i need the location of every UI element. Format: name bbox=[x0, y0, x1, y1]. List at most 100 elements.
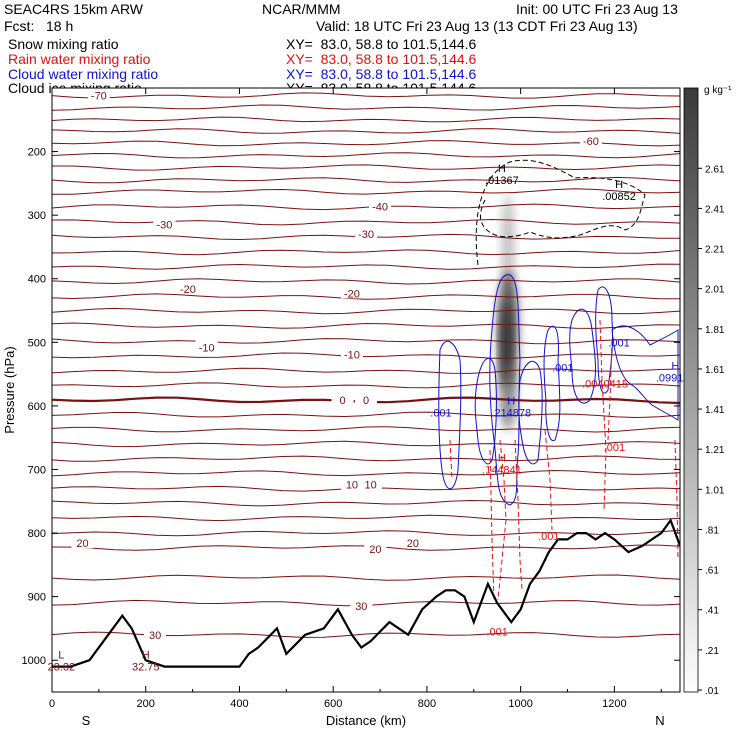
x-tick-label: 600 bbox=[324, 698, 342, 710]
legend-snow-xy: XY= 83.0, 58.8 to 101.5,144.6 bbox=[286, 36, 477, 52]
cloud-water-label-value: .214878 bbox=[491, 407, 531, 419]
temperature-line bbox=[52, 455, 680, 462]
contour-labels: -70 -60 -40 -30 -30 -20 -20 -10 -10 0 0 10 10 20 20 20 3… bbox=[48, 88, 695, 674]
temperature-label: -30 bbox=[157, 220, 173, 232]
colorbar-tick-label: .21 bbox=[705, 646, 719, 657]
x-tick-label: 400 bbox=[230, 698, 248, 710]
temperature-line bbox=[52, 382, 680, 389]
temperature-line bbox=[52, 514, 680, 522]
temperature-label-bg bbox=[87, 88, 110, 101]
terrain-profile bbox=[52, 517, 680, 668]
colorbar: g kg⁻¹ bbox=[683, 85, 732, 693]
temperature-line bbox=[52, 352, 680, 359]
temperature-label-bg bbox=[71, 536, 94, 549]
rain-label-value: .144841 bbox=[482, 464, 522, 476]
cloud-water-label-marker: H bbox=[671, 360, 679, 372]
temperature-line bbox=[52, 188, 680, 195]
colorbar-tick-label: .41 bbox=[705, 606, 719, 617]
temperature-label-bg bbox=[340, 477, 363, 490]
surface-extremum-value: 23.32 bbox=[48, 662, 76, 674]
temperature-label-bg bbox=[364, 541, 387, 554]
x-tick-label: 800 bbox=[418, 698, 436, 710]
y-tick-label: 400 bbox=[28, 274, 46, 286]
temperature-label-bg bbox=[579, 133, 602, 146]
temperature-label-bg bbox=[355, 227, 377, 240]
colorbar-tick-label: .61 bbox=[705, 566, 719, 577]
temperature-label-bg bbox=[144, 627, 167, 640]
org-title: NCAR/MMM bbox=[262, 1, 341, 17]
north-label: N bbox=[655, 713, 664, 728]
colorbar-tick-label: .81 bbox=[705, 525, 719, 536]
temperature-label: 30 bbox=[149, 630, 161, 642]
colorbar-tick-label: 1.81 bbox=[705, 325, 725, 336]
temperature-line bbox=[52, 152, 680, 159]
temperature-line bbox=[52, 499, 680, 507]
y-tick-label: 300 bbox=[28, 210, 46, 222]
x-tick-label: 0 bbox=[49, 698, 55, 710]
surface-extremum-marker: L bbox=[58, 650, 64, 662]
temperature-line bbox=[52, 426, 680, 433]
temperature-line bbox=[52, 574, 680, 581]
temperature-line bbox=[52, 164, 680, 171]
legend-cloudwater-label: Cloud water mixing ratio bbox=[8, 66, 159, 82]
colorbar-tick-label: .01 bbox=[705, 686, 719, 697]
axes bbox=[51, 87, 681, 693]
temperature-line bbox=[52, 469, 680, 477]
colorbar-tick-label: 2.21 bbox=[705, 245, 725, 256]
temperature-label-bg bbox=[359, 477, 382, 490]
cloud-water-label-marker: H bbox=[507, 395, 515, 407]
colorbar-units: g kg⁻¹ bbox=[704, 85, 732, 96]
temperature-label: -10 bbox=[344, 349, 360, 361]
cloud-water-contours bbox=[438, 274, 679, 506]
temperature-line bbox=[52, 307, 680, 315]
cloud-ice-contours bbox=[475, 159, 646, 266]
temperature-label: -30 bbox=[358, 229, 374, 241]
temperature-label: -40 bbox=[372, 201, 388, 213]
colorbar-tick-label: 2.61 bbox=[705, 164, 725, 175]
y-axis-label: Pressure (hPa) bbox=[2, 346, 17, 433]
forecast-hour: Fcst: 18 h bbox=[4, 18, 74, 34]
valid-time: Valid: 18 UTC Fri 23 Aug 13 (13 CDT Fri … bbox=[316, 18, 638, 34]
y-tick-label: 1000 bbox=[22, 655, 46, 667]
temperature-line bbox=[52, 176, 680, 184]
temperature-line bbox=[52, 411, 680, 419]
cloud-ice-max-value: .01367 bbox=[485, 175, 519, 187]
y-tick-label: 600 bbox=[28, 401, 46, 413]
temperature-label: 20 bbox=[369, 544, 381, 556]
colorbar-tick-label: 1.41 bbox=[705, 405, 725, 416]
temperature-label-bg bbox=[195, 340, 218, 353]
x-tick-label: 200 bbox=[137, 698, 155, 710]
colorbar-ticks: 2.61 2.41 2.21 2.01 1.81 1.61 1.41 1.21 1.01 .81.… bbox=[698, 164, 725, 697]
temperature-label: 0 bbox=[340, 395, 346, 407]
surface-extremum-value: 32.75 bbox=[132, 662, 160, 674]
x-tick-label: 1000 bbox=[508, 698, 532, 710]
legend-rain-label: Rain water mixing ratio bbox=[8, 51, 151, 67]
temperature-line bbox=[52, 203, 680, 211]
temperature-label-bg bbox=[401, 536, 424, 549]
x-axis-ticks: 0 200 400 600 800 1000 1200 bbox=[49, 88, 662, 710]
temperature-line bbox=[52, 140, 680, 147]
temperature-line bbox=[52, 92, 680, 99]
cloud-water-label-value: .001 bbox=[552, 363, 573, 375]
rain-label-value: .001 bbox=[604, 442, 625, 454]
model-title: SEAC4RS 15km ARW bbox=[4, 1, 144, 17]
cloud-water-label-value: .001 bbox=[608, 337, 629, 349]
colorbar-tick-label: 2.41 bbox=[705, 204, 725, 215]
temperature-line bbox=[52, 293, 680, 300]
temperature-label: -20 bbox=[180, 284, 196, 296]
x-axis-label: Distance (km) bbox=[326, 713, 406, 728]
x-tick-label: 1200 bbox=[602, 698, 626, 710]
cloud-ice-max-marker: H bbox=[498, 163, 506, 175]
temperature-line bbox=[52, 338, 680, 345]
temperature-line bbox=[52, 367, 680, 374]
temperature-label: 10 bbox=[365, 480, 377, 492]
temperature-line bbox=[52, 440, 680, 448]
rain-label-value: .0040415 bbox=[582, 379, 628, 391]
y-tick-label: 200 bbox=[28, 147, 46, 159]
temperature-label: 0 bbox=[363, 395, 369, 407]
temperature-label: 30 bbox=[355, 601, 367, 613]
temperature-line bbox=[52, 278, 680, 285]
legend-snow-label: Snow mixing ratio bbox=[8, 36, 119, 52]
y-tick-label: 800 bbox=[28, 528, 46, 540]
